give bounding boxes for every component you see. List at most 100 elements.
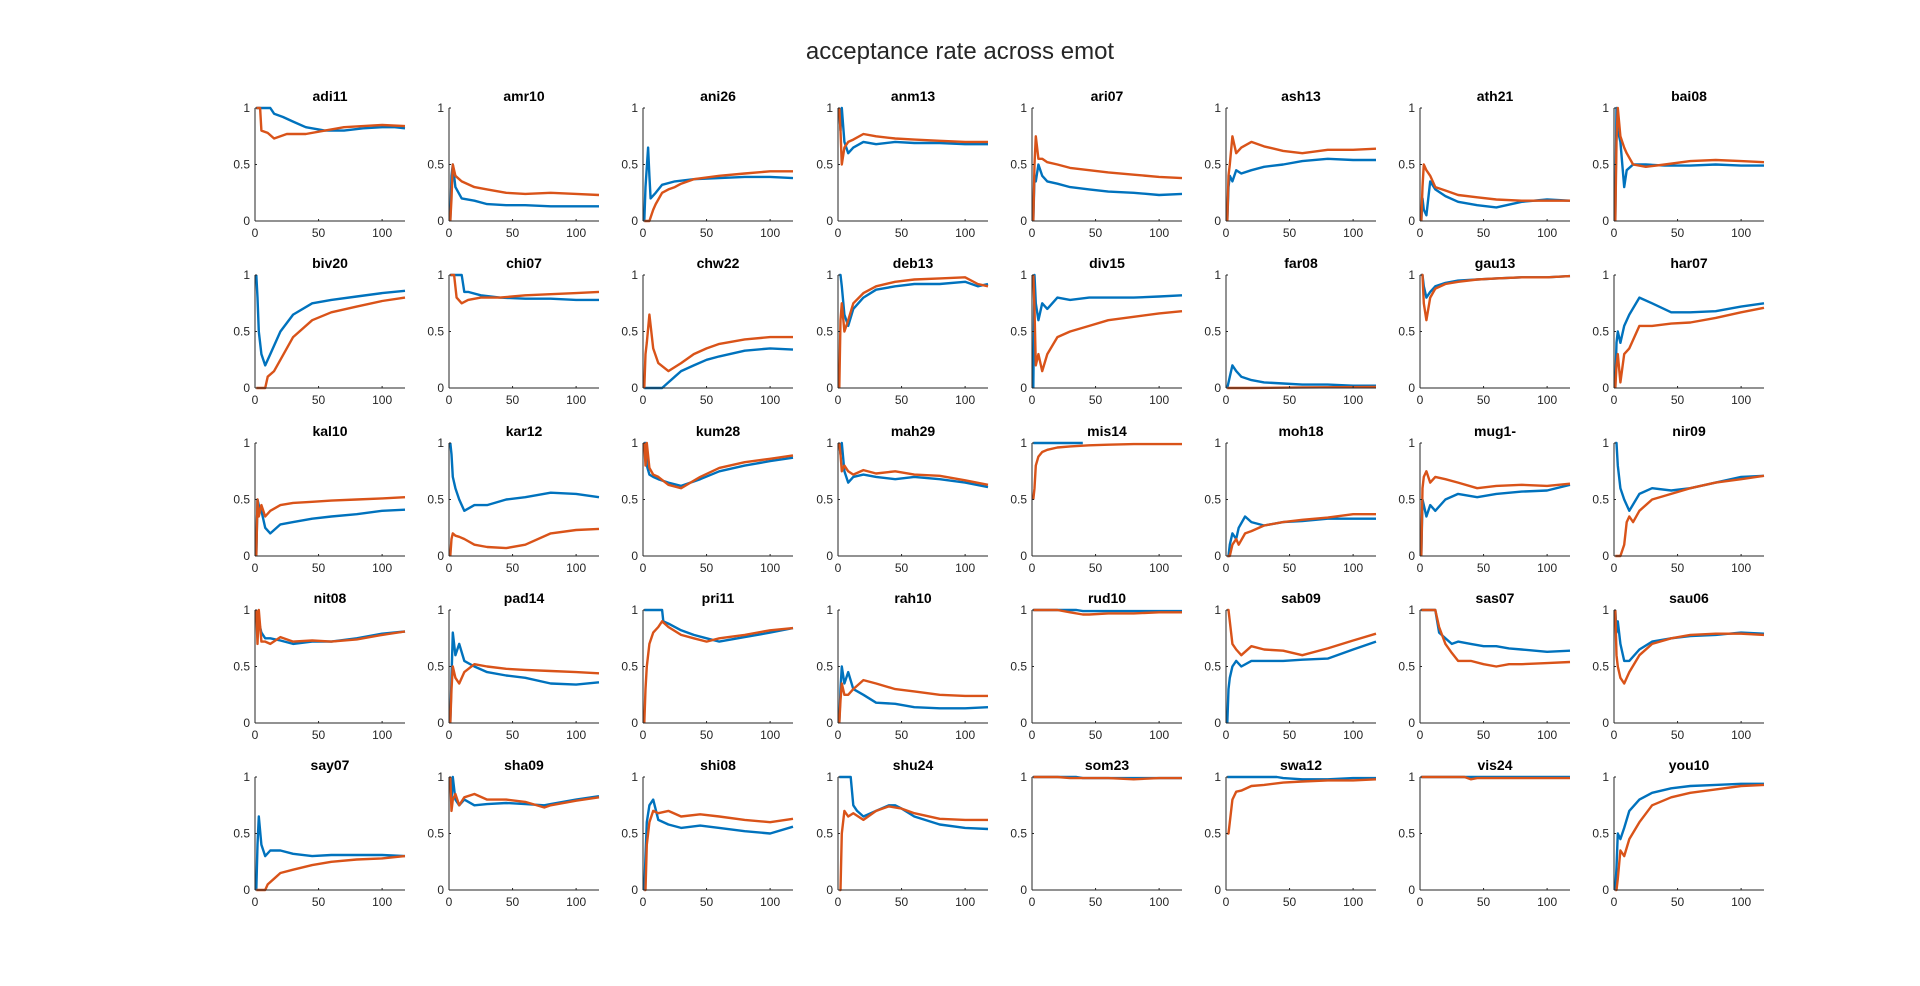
series-line-2 [643,620,794,724]
series-line-2 [1614,306,1765,389]
series-line-2 [838,678,988,724]
x-tick-label: 100 [372,226,392,240]
y-tick-label: 1 [437,268,444,282]
x-tick-label: 0 [835,895,842,909]
series-line-1 [644,608,794,643]
y-tick-label: 1 [1020,436,1027,450]
subplot-title: div15 [1089,255,1125,271]
y-tick-label: 1 [631,770,638,784]
y-tick-label: 1 [1214,101,1221,115]
x-tick-label: 0 [1611,728,1618,742]
y-tick-label: 0.5 [1398,158,1415,172]
subplot-title: sha09 [504,757,544,773]
y-tick-label: 1 [1214,770,1221,784]
x-tick-label: 100 [1537,561,1557,575]
x-tick-label: 0 [1029,728,1036,742]
series-line-2 [838,442,989,486]
x-tick-label: 0 [1611,226,1618,240]
y-tick-label: 0 [243,549,250,563]
x-tick-label: 0 [446,393,453,407]
x-tick-label: 0 [1611,895,1618,909]
x-tick-label: 0 [835,226,842,240]
x-tick-label: 50 [700,895,714,909]
y-tick-label: 0.5 [1398,827,1415,841]
x-tick-label: 0 [1611,561,1618,575]
x-tick-label: 100 [955,226,975,240]
y-tick-label: 0.5 [1592,660,1609,674]
y-tick-label: 1 [243,436,250,450]
y-tick-label: 0 [243,381,250,395]
y-tick-label: 0 [437,549,444,563]
series-line-2 [449,776,600,813]
x-tick-label: 50 [506,393,520,407]
y-tick-label: 1 [437,101,444,115]
x-tick-label: 0 [1417,728,1424,742]
y-tick-label: 0 [1408,214,1415,228]
y-tick-label: 0.5 [427,827,444,841]
y-tick-label: 1 [1020,770,1027,784]
y-tick-label: 0 [1602,214,1609,228]
series-line-1 [644,441,794,488]
x-tick-label: 0 [1223,728,1230,742]
subplot-title: amr10 [503,88,544,104]
y-tick-label: 0 [1214,214,1221,228]
x-tick-label: 50 [1671,393,1685,407]
x-tick-label: 0 [640,728,647,742]
subplot-title: far08 [1284,255,1318,271]
x-tick-label: 100 [372,393,392,407]
x-tick-label: 100 [1731,728,1751,742]
y-tick-label: 0.5 [621,158,638,172]
x-tick-label: 100 [372,895,392,909]
subplot-title: you10 [1669,757,1710,773]
series-line-2 [256,854,406,892]
subplot-title: rud10 [1088,590,1126,606]
y-tick-label: 0.5 [1010,660,1027,674]
series-line-1 [449,442,600,512]
subplot-title: pad14 [504,590,545,606]
series-line-2 [449,163,600,222]
y-tick-label: 0 [631,381,638,395]
series-line-2 [1615,474,1765,558]
y-tick-label: 0 [1408,381,1415,395]
y-tick-label: 0 [1602,381,1609,395]
x-tick-label: 100 [1343,561,1363,575]
x-tick-label: 100 [1149,561,1169,575]
x-tick-label: 0 [1223,895,1230,909]
x-tick-label: 0 [1417,895,1424,909]
x-tick-label: 100 [372,728,392,742]
x-tick-label: 0 [1029,226,1036,240]
x-tick-label: 0 [252,561,259,575]
x-tick-label: 0 [1417,226,1424,240]
x-tick-label: 50 [1089,728,1103,742]
x-tick-label: 0 [835,728,842,742]
series-line-1 [1615,441,1765,512]
y-tick-label: 0 [1214,883,1221,897]
series-line-2 [1614,609,1765,685]
y-tick-label: 0.5 [816,827,833,841]
y-tick-label: 1 [1020,603,1027,617]
series-line-1 [643,798,794,891]
series-line-2 [1615,783,1765,892]
x-tick-label: 100 [566,561,586,575]
subplot-title: rah10 [894,590,932,606]
y-tick-label: 1 [1408,101,1415,115]
y-tick-label: 0.5 [1204,325,1221,339]
x-tick-label: 50 [1477,561,1491,575]
x-tick-label: 50 [700,393,714,407]
y-tick-label: 0.5 [1592,493,1609,507]
x-tick-label: 50 [1089,895,1103,909]
x-tick-label: 100 [955,728,975,742]
series-line-2 [644,809,794,892]
series-line-2 [644,170,793,223]
y-tick-label: 0.5 [1398,660,1415,674]
x-tick-label: 50 [1089,393,1103,407]
y-tick-label: 0 [1020,549,1027,563]
x-tick-label: 50 [700,561,714,575]
series-line-1 [255,498,406,557]
series-line-1 [256,106,406,132]
x-tick-label: 50 [895,393,909,407]
x-tick-label: 100 [760,728,780,742]
series-line-1 [1614,296,1765,389]
y-tick-label: 0.5 [1204,158,1221,172]
y-tick-label: 0.5 [427,325,444,339]
